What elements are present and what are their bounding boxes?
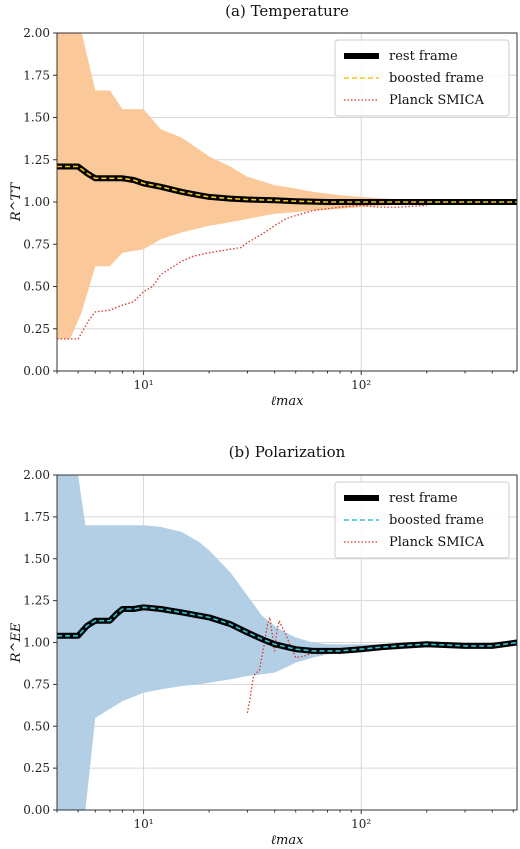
x-tick-label: 10¹ <box>134 378 154 392</box>
plot-area <box>57 33 517 340</box>
series-line-boosted-frame <box>57 165 517 203</box>
chart-panel-b: (b) Polarization 0.00 0.25 0.50 0.75 1.00 1.25… <box>9 443 518 848</box>
chart-panel-a: (a) Temperature 0.00 0.25 0.50 0.75 1.00 1.25 1… <box>9 2 518 409</box>
legend-label: Planck SMICA <box>389 93 485 108</box>
series-line-planck-smica <box>246 616 517 714</box>
y-tick-label: 0.00 <box>23 364 50 378</box>
legend: rest frame boosted frame Planck SMICA <box>334 481 510 559</box>
uncertainty-band <box>57 475 517 810</box>
y-tick-label: 0.00 <box>23 803 50 817</box>
x-tick-label: 10² <box>351 378 371 392</box>
y-tick-label: 0.25 <box>23 761 50 775</box>
x-tick-label: 10¹ <box>134 817 154 831</box>
y-tick-label: 1.75 <box>23 68 50 82</box>
y-tick-label: 0.25 <box>23 322 50 336</box>
y-tick-label: 1.75 <box>23 510 50 524</box>
y-tick-label: 1.50 <box>23 552 50 566</box>
x-axis-label: ℓmax <box>271 394 304 409</box>
series-line-boosted-frame <box>57 606 517 652</box>
x-axis-label: ℓmax <box>271 833 304 848</box>
y-tick-label: 1.00 <box>23 636 50 650</box>
y-tick-label: 1.50 <box>23 111 50 125</box>
legend-label: boosted frame <box>389 513 484 528</box>
y-tick-label: 0.50 <box>23 280 50 294</box>
plot-area <box>57 475 517 810</box>
chart-title: (b) Polarization <box>229 443 346 461</box>
y-tick-label: 2.00 <box>23 26 50 40</box>
legend-label: rest frame <box>389 491 458 506</box>
y-axis-label: R^EE <box>9 622 24 663</box>
legend-label: rest frame <box>389 49 458 64</box>
y-tick-label: 0.75 <box>23 677 50 691</box>
y-axis-label: R^TT <box>9 182 24 223</box>
series-line-planck-smica <box>57 204 427 340</box>
y-tick-label: 0.50 <box>23 719 50 733</box>
x-tick-label: 10² <box>351 817 371 831</box>
y-tick-label: 0.75 <box>23 237 50 251</box>
legend: rest frame boosted frame Planck SMICA <box>334 39 510 117</box>
y-tick-label: 1.25 <box>23 153 50 167</box>
y-tick-label: 1.25 <box>23 594 50 608</box>
y-tick-label: 1.00 <box>23 195 50 209</box>
legend-label: Planck SMICA <box>389 535 485 550</box>
chart-title: (a) Temperature <box>225 2 349 20</box>
y-tick-label: 2.00 <box>23 468 50 482</box>
legend-label: boosted frame <box>389 71 484 86</box>
